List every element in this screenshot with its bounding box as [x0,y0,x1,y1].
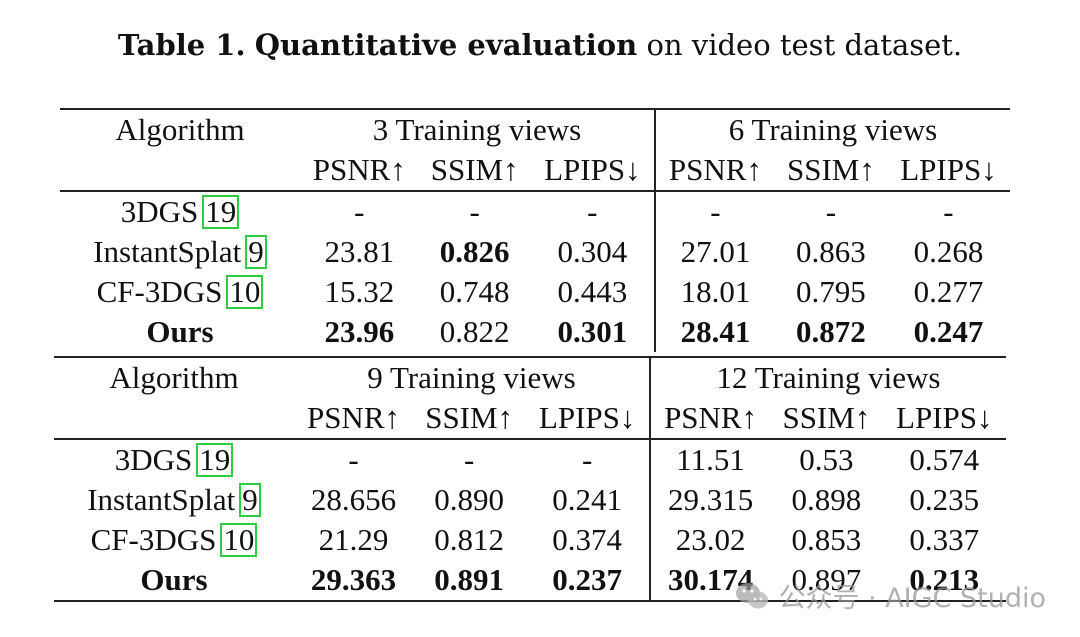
metric-header: PSNR↑ [294,398,413,440]
value-cell: 0.235 [909,482,980,517]
value-cell: 11.51 [648,438,771,480]
value-cell: 0.795 [796,274,866,309]
citation-link[interactable]: 10 [226,275,264,309]
group-header-3-views: 3 Training views [300,108,655,150]
value-cell: 0.853 [791,522,862,557]
metric-header: SSIM↑ [418,150,531,192]
metric-header: PSNR↑ [648,398,771,440]
algorithm-name: InstantSplat 9 [60,232,300,272]
value-cell: 0.748 [439,274,510,309]
value-cell: 0.898 [791,482,862,517]
value-cell: 0.443 [557,274,628,309]
metric-header: LPIPS↓ [530,150,655,192]
citation-link[interactable]: 19 [202,195,240,229]
table-row: InstantSplat 9 28.656 0.890 0.241 29.315 … [54,480,1006,520]
value-cell: 0.863 [796,234,866,269]
value-cell: - [774,190,887,232]
value-cell: 15.32 [324,274,395,309]
value-cell: 0.812 [434,522,505,557]
value-cell: 0.53 [770,438,883,480]
group-header-9-views: 9 Training views [294,356,650,398]
table-row: 3DGS 19 - - - 11.51 0.53 0.574 [54,438,1006,480]
table-row: 3DGS 19 - - - - - - [60,190,1010,232]
value-cell: - [294,438,413,480]
algorithm-name: 3DGS 19 [60,190,300,232]
results-table-top: Algorithm 3 Training views 6 Training vi… [60,108,1010,352]
citation-link[interactable]: 9 [245,235,267,269]
value-cell: - [653,190,775,232]
table-row: CF-3DGS 10 15.32 0.748 0.443 18.01 0.795 … [60,272,1010,312]
algorithm-header: Algorithm [54,356,294,398]
value-cell: - [525,438,650,480]
value-cell: 0.213 [882,560,1006,602]
value-cell: 0.897 [770,560,883,602]
value-cell: 0.337 [909,522,980,557]
metric-header: SSIM↑ [412,398,526,440]
metric-header: LPIPS↓ [525,398,650,440]
algorithm-name: Ours [54,560,294,602]
algorithm-name: Ours [146,314,214,349]
caption-label: Table 1. [117,28,246,62]
algorithm-name: InstantSplat 9 [54,480,294,520]
algorithm-name: 3DGS 19 [54,438,294,480]
value-cell: 0.247 [913,314,984,349]
group-header-12-views: 12 Training views [648,356,1006,398]
watermark-text: 公众号 · AIGC Studio [778,583,1046,614]
algorithm-header: Algorithm [60,108,300,150]
value-cell: - [418,190,531,232]
value-cell: 27.01 [653,232,775,272]
metric-header: SSIM↑ [770,398,883,440]
citation-link[interactable]: 9 [239,483,261,517]
value-cell: 0.826 [439,234,510,269]
value-cell: 23.81 [324,234,395,269]
table-row: Ours 23.96 0.822 0.301 28.41 0.872 0.247 [60,312,1010,352]
value-cell: 23.96 [324,314,395,349]
caption-rest: on video test dataset. [646,28,963,62]
value-cell: 0.241 [552,482,623,517]
group-header-6-views: 6 Training views [653,108,1010,150]
value-cell: 28.41 [653,312,775,352]
metric-header: SSIM↑ [774,150,887,192]
empty-cell [60,150,300,191]
value-cell: 0.822 [439,314,510,349]
table-row: InstantSplat 9 23.81 0.826 0.304 27.01 0.… [60,232,1010,272]
empty-cell [54,398,294,439]
value-cell: 0.872 [796,314,866,349]
value-cell: - [886,190,1010,232]
value-cell: - [530,190,655,232]
value-cell: 0.277 [913,274,984,309]
metric-header: PSNR↑ [653,150,775,192]
value-cell: 28.656 [310,482,397,517]
value-cell: 0.891 [412,560,526,602]
value-cell: 0.268 [913,234,984,269]
value-cell: 0.374 [552,522,623,557]
value-cell: 23.02 [648,520,771,560]
value-cell: 0.237 [525,560,650,602]
algorithm-name: CF-3DGS 10 [54,520,294,560]
value-cell: 29.363 [294,560,413,602]
metric-header: PSNR↑ [300,150,419,192]
value-cell: 29.315 [648,480,771,520]
table-row: CF-3DGS 10 21.29 0.812 0.374 23.02 0.853 … [54,520,1006,560]
value-cell: 21.29 [318,522,389,557]
citation-link[interactable]: 19 [196,443,234,477]
citation-link[interactable]: 10 [220,523,258,557]
value-cell: - [412,438,526,480]
value-cell: 18.01 [653,272,775,312]
table-caption: Table 1. Quantitative evaluation on vide… [0,28,1080,62]
value-cell: 0.301 [557,314,628,349]
watermark: 公众号 · AIGC Studio [734,576,1046,615]
caption-bold-title: Quantitative evaluation [254,28,638,62]
results-table-bottom: Algorithm 9 Training views 12 Training v… [54,356,1006,602]
value-cell: 0.304 [557,234,628,269]
algorithm-name: CF-3DGS 10 [60,272,300,312]
value-cell: 0.574 [882,438,1006,480]
metric-header: LPIPS↓ [882,398,1006,440]
metric-header: LPIPS↓ [886,150,1010,192]
wechat-icon [734,581,770,611]
value-cell: 0.890 [434,482,505,517]
value-cell: - [300,190,419,232]
